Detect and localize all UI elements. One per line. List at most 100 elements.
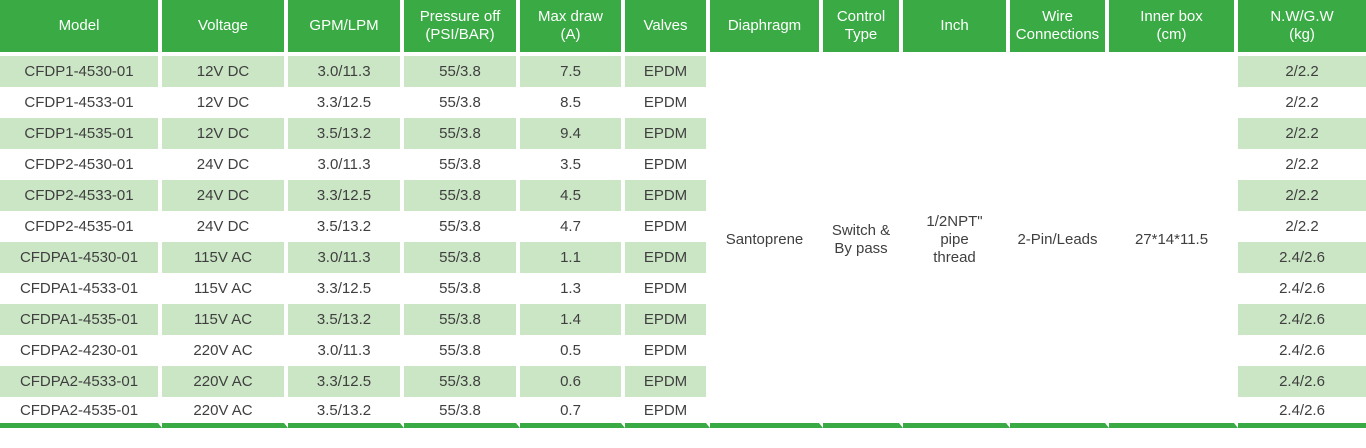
table-row: CFDPA1-4535-01 115V AC 3.5/13.2 55/3.8 1.4 EP… — [0, 304, 1366, 335]
cell-model: CFDPA1-4535-01 — [0, 304, 162, 335]
cell-max-draw: 8.5 — [520, 87, 625, 118]
cell-gpm-lpm: 3.5/13.2 — [288, 211, 404, 242]
cell-model: CFDPA1-4530-01 — [0, 242, 162, 273]
cell-gpm-lpm: 3.0/11.3 — [288, 149, 404, 180]
cell-model: CFDPA2-4230-01 — [0, 335, 162, 366]
cell-voltage: 12V DC — [162, 87, 288, 118]
cell-pressure-off: 55/3.8 — [404, 118, 520, 149]
cell-nw-gw: 2.4/2.6 — [1238, 335, 1366, 366]
table-body: CFDP1-4530-01 12V DC 3.0/11.3 55/3.8 7.5 EPDM… — [0, 56, 1366, 428]
pump-spec-table: Model Voltage GPM/LPM Pressure off (PSI/… — [0, 0, 1366, 428]
cell-valves: EPDM — [625, 56, 710, 87]
cell-gpm-lpm: 3.5/13.2 — [288, 118, 404, 149]
cell-voltage: 220V AC — [162, 397, 288, 428]
cell-control-type-merged: Switch & By pass — [823, 56, 903, 428]
cell-valves: EPDM — [625, 180, 710, 211]
cell-nw-gw: 2.4/2.6 — [1238, 304, 1366, 335]
cell-voltage: 24V DC — [162, 211, 288, 242]
cell-voltage: 115V AC — [162, 242, 288, 273]
cell-gpm-lpm: 3.3/12.5 — [288, 273, 404, 304]
cell-valves: EPDM — [625, 149, 710, 180]
cell-wire-connections-merged: 2-Pin/Leads — [1010, 56, 1109, 428]
cell-valves: EPDM — [625, 335, 710, 366]
cell-valves: EPDM — [625, 304, 710, 335]
cell-max-draw: 0.6 — [520, 366, 625, 397]
cell-gpm-lpm: 3.0/11.3 — [288, 56, 404, 87]
col-header-model: Model — [0, 0, 162, 56]
cell-model: CFDP1-4533-01 — [0, 87, 162, 118]
cell-gpm-lpm: 3.0/11.3 — [288, 242, 404, 273]
cell-nw-gw: 2/2.2 — [1238, 180, 1366, 211]
table-row: CFDPA1-4533-01 115V AC 3.3/12.5 55/3.8 1.3 EP… — [0, 273, 1366, 304]
cell-model: CFDP2-4535-01 — [0, 211, 162, 242]
cell-nw-gw: 2/2.2 — [1238, 56, 1366, 87]
cell-max-draw: 4.5 — [520, 180, 625, 211]
col-header-inner-box: Inner box (cm) — [1109, 0, 1238, 56]
cell-max-draw: 3.5 — [520, 149, 625, 180]
cell-model: CFDP2-4533-01 — [0, 180, 162, 211]
cell-nw-gw: 2/2.2 — [1238, 118, 1366, 149]
table-row: CFDPA2-4230-01 220V AC 3.0/11.3 55/3.8 0.5 EP… — [0, 335, 1366, 366]
cell-gpm-lpm: 3.3/12.5 — [288, 87, 404, 118]
cell-gpm-lpm: 3.5/13.2 — [288, 397, 404, 428]
cell-gpm-lpm: 3.0/11.3 — [288, 335, 404, 366]
cell-voltage: 12V DC — [162, 118, 288, 149]
cell-valves: EPDM — [625, 118, 710, 149]
cell-max-draw: 1.3 — [520, 273, 625, 304]
cell-pressure-off: 55/3.8 — [404, 87, 520, 118]
cell-max-draw: 0.5 — [520, 335, 625, 366]
cell-pressure-off: 55/3.8 — [404, 211, 520, 242]
table-row: CFDPA2-4533-01 220V AC 3.3/12.5 55/3.8 0.6 EP… — [0, 366, 1366, 397]
table-row: CFDP1-4533-01 12V DC 3.3/12.5 55/3.8 8.5 EPDM… — [0, 87, 1366, 118]
col-header-max-draw: Max draw (A) — [520, 0, 625, 56]
cell-pressure-off: 55/3.8 — [404, 335, 520, 366]
cell-nw-gw: 2.4/2.6 — [1238, 397, 1366, 428]
cell-model: CFDPA2-4533-01 — [0, 366, 162, 397]
cell-model: CFDP2-4530-01 — [0, 149, 162, 180]
col-header-valves: Valves — [625, 0, 710, 56]
cell-nw-gw: 2.4/2.6 — [1238, 273, 1366, 304]
cell-max-draw: 1.4 — [520, 304, 625, 335]
cell-nw-gw: 2/2.2 — [1238, 87, 1366, 118]
col-header-inch: Inch — [903, 0, 1010, 56]
cell-valves: EPDM — [625, 242, 710, 273]
cell-voltage: 115V AC — [162, 304, 288, 335]
cell-pressure-off: 55/3.8 — [404, 242, 520, 273]
cell-pressure-off: 55/3.8 — [404, 149, 520, 180]
cell-voltage: 24V DC — [162, 180, 288, 211]
col-header-wire-connections: Wire Connections — [1010, 0, 1109, 56]
col-header-voltage: Voltage — [162, 0, 288, 56]
cell-voltage: 220V AC — [162, 335, 288, 366]
cell-voltage: 220V AC — [162, 366, 288, 397]
cell-valves: EPDM — [625, 273, 710, 304]
cell-valves: EPDM — [625, 366, 710, 397]
cell-valves: EPDM — [625, 397, 710, 428]
cell-model: CFDPA2-4535-01 — [0, 397, 162, 428]
col-header-gpm-lpm: GPM/LPM — [288, 0, 404, 56]
cell-inner-box-merged: 27*14*11.5 — [1109, 56, 1238, 428]
table-row: CFDP2-4530-01 24V DC 3.0/11.3 55/3.8 3.5 EPDM… — [0, 149, 1366, 180]
cell-model: CFDP1-4530-01 — [0, 56, 162, 87]
cell-valves: EPDM — [625, 211, 710, 242]
col-header-diaphragm: Diaphragm — [710, 0, 823, 56]
cell-pressure-off: 55/3.8 — [404, 273, 520, 304]
cell-nw-gw: 2.4/2.6 — [1238, 366, 1366, 397]
table-row: CFDPA2-4535-01 220V AC 3.5/13.2 55/3.8 0.7 EP… — [0, 397, 1366, 428]
table-row: CFDPA1-4530-01 115V AC 3.0/11.3 55/3.8 1.1 EP… — [0, 242, 1366, 273]
cell-max-draw: 4.7 — [520, 211, 625, 242]
cell-pressure-off: 55/3.8 — [404, 397, 520, 428]
header-row: Model Voltage GPM/LPM Pressure off (PSI/… — [0, 0, 1366, 56]
cell-nw-gw: 2.4/2.6 — [1238, 242, 1366, 273]
cell-nw-gw: 2/2.2 — [1238, 211, 1366, 242]
cell-voltage: 24V DC — [162, 149, 288, 180]
table-row: CFDP2-4535-01 24V DC 3.5/13.2 55/3.8 4.7 EPDM… — [0, 211, 1366, 242]
cell-max-draw: 1.1 — [520, 242, 625, 273]
table-row: CFDP2-4533-01 24V DC 3.3/12.5 55/3.8 4.5 EPDM… — [0, 180, 1366, 211]
cell-diaphragm-merged: Santoprene — [710, 56, 823, 428]
table-row: CFDP1-4530-01 12V DC 3.0/11.3 55/3.8 7.5 EPDM… — [0, 56, 1366, 428]
cell-gpm-lpm: 3.3/12.5 — [288, 366, 404, 397]
cell-pressure-off: 55/3.8 — [404, 180, 520, 211]
col-header-control-type: Control Type — [823, 0, 903, 56]
col-header-pressure-off: Pressure off (PSI/BAR) — [404, 0, 520, 56]
cell-voltage: 12V DC — [162, 56, 288, 87]
